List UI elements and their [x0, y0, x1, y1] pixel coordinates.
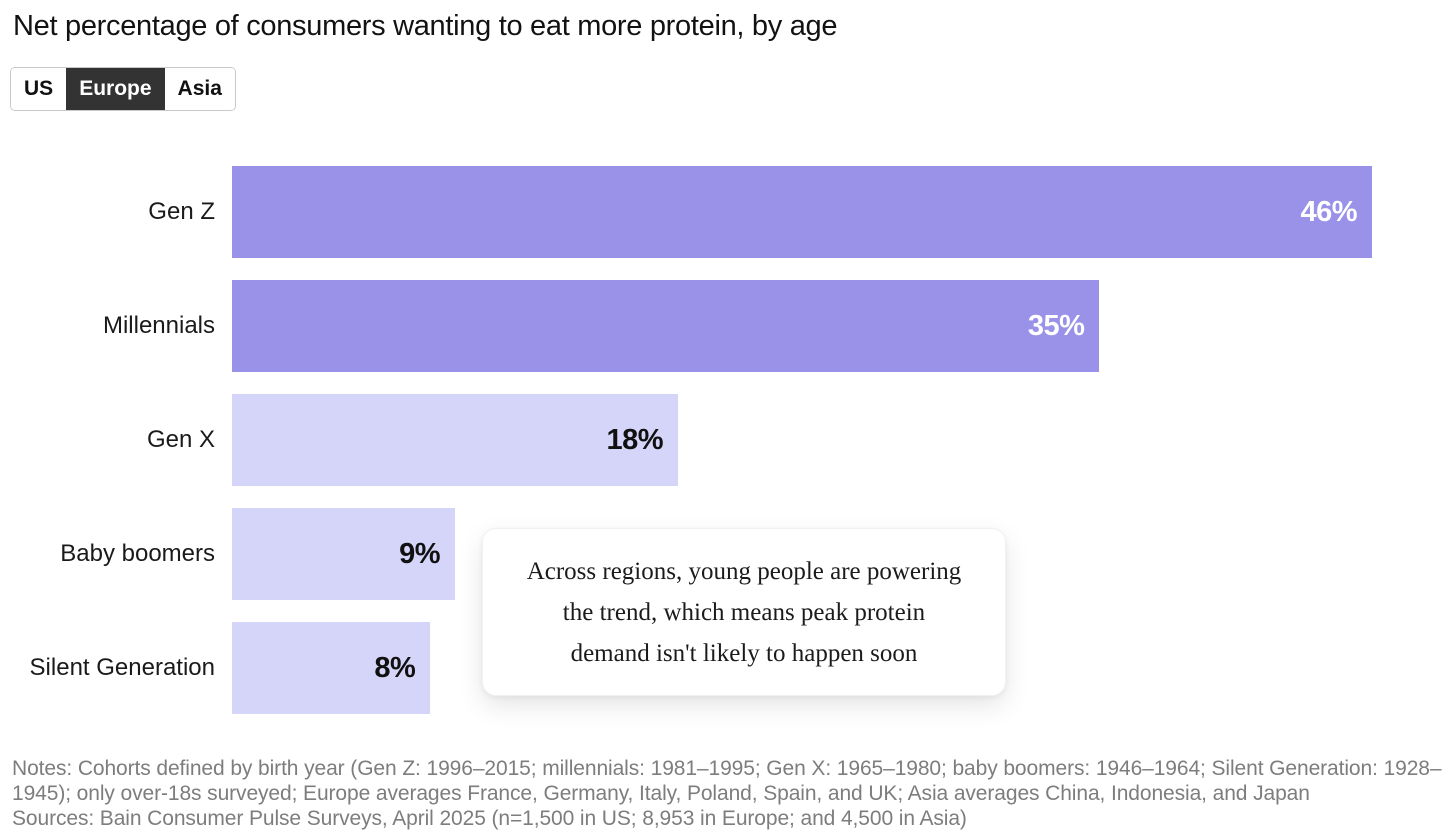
- notes-text: Notes: Cohorts defined by birth year (Ge…: [12, 757, 1442, 805]
- bar-gen-x: 18%: [232, 394, 679, 486]
- region-tab-group: US Europe Asia: [10, 67, 236, 111]
- annotation-line: Across regions, young people are powerin…: [526, 557, 962, 585]
- value-label: 8%: [374, 651, 416, 684]
- page-title: Net percentage of consumers wanting to e…: [13, 10, 838, 42]
- value-label: 46%: [1300, 195, 1357, 228]
- bar-row: Gen X 18%: [0, 394, 1456, 486]
- tab-us[interactable]: US: [11, 68, 67, 110]
- bar-chart: Gen Z 46% Millennials 35% Gen X 18% Baby…: [0, 166, 1456, 714]
- annotation-line: demand isn't likely to happen soon: [570, 639, 918, 667]
- bar-baby-boomers: 9%: [232, 508, 456, 600]
- value-label: 35%: [1027, 309, 1085, 342]
- annotation-line: the trend, which means peak protein: [562, 598, 926, 626]
- bar-row: Baby boomers 9%: [0, 508, 1456, 600]
- bar-millennials: 35%: [232, 280, 1100, 372]
- category-label: Millennials: [102, 312, 215, 339]
- bar-gen-z: 46%: [232, 166, 1372, 258]
- category-label: Gen Z: [148, 198, 215, 225]
- tab-europe[interactable]: Europe: [66, 68, 165, 110]
- sources-text: Sources: Bain Consumer Pulse Surveys, Ap…: [12, 807, 967, 830]
- footnotes: Notes: Cohorts defined by birth year (Ge…: [12, 756, 1448, 831]
- bar-row: Silent Generation 8%: [0, 622, 1456, 714]
- category-label: Gen X: [146, 426, 215, 453]
- tab-asia[interactable]: Asia: [164, 68, 235, 110]
- bar-row: Gen Z 46%: [0, 166, 1456, 258]
- category-label: Silent Generation: [29, 654, 215, 681]
- value-label: 18%: [606, 423, 664, 456]
- value-label: 9%: [399, 537, 441, 570]
- bar-silent-generation: 8%: [232, 622, 431, 714]
- annotation-card: Across regions, young people are powerin…: [482, 528, 1006, 696]
- bar-row: Millennials 35%: [0, 280, 1456, 372]
- category-label: Baby boomers: [60, 540, 215, 567]
